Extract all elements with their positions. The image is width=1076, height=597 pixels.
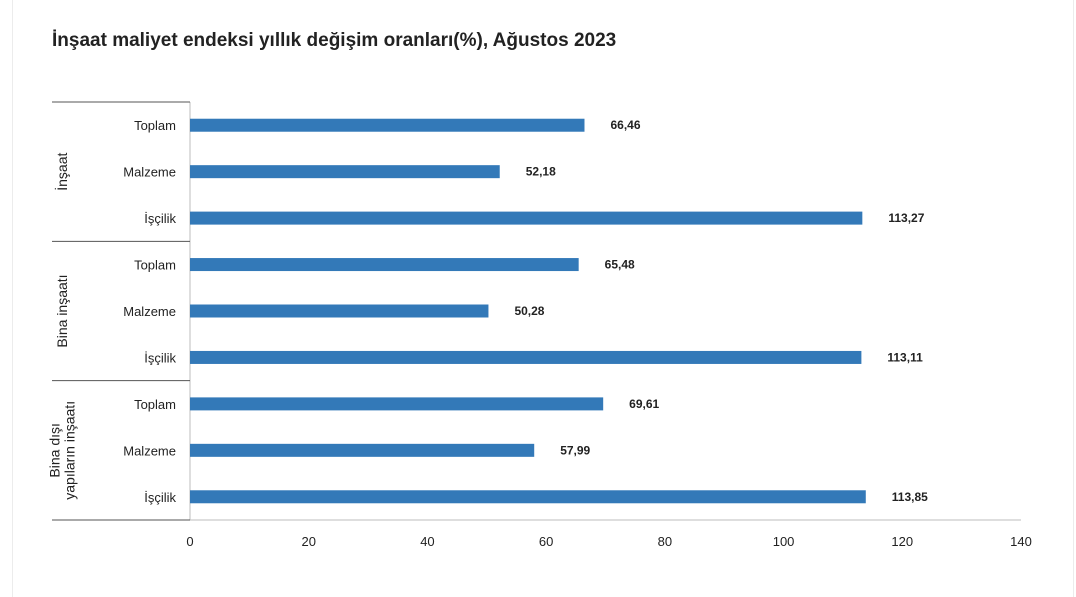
category-label: Malzeme [123, 304, 176, 319]
x-tick-label: 40 [420, 534, 434, 549]
bar [190, 350, 862, 364]
data-label: 69,61 [629, 397, 659, 411]
x-tick-label: 120 [891, 534, 913, 549]
category-label: Toplam [134, 258, 176, 273]
bar [190, 211, 863, 225]
x-tick-label: 140 [1010, 534, 1032, 549]
x-tick-label: 60 [539, 534, 553, 549]
group-label: Bina dışıyapıların inşaatı [47, 401, 78, 500]
bar [190, 443, 535, 457]
data-label: 57,99 [560, 443, 590, 457]
data-label: 113,27 [888, 211, 924, 225]
right-frame-line [1073, 0, 1074, 597]
bar [190, 118, 585, 132]
category-label: İşçilik [144, 350, 176, 365]
group-label: İnşaat [53, 152, 70, 190]
data-label: 50,28 [514, 304, 544, 318]
chart-title: İnşaat maliyet endeksi yıllık değişim or… [52, 30, 617, 51]
x-tick-label: 0 [186, 534, 193, 549]
category-label: Toplam [134, 118, 176, 133]
category-label: İşçilik [144, 211, 176, 226]
data-label: 113,85 [892, 490, 928, 504]
data-label: 113,11 [887, 350, 923, 364]
left-frame-line [12, 0, 13, 597]
bar [190, 165, 500, 179]
x-tick-label: 20 [301, 534, 315, 549]
bar [190, 490, 866, 504]
x-tick-label: 100 [773, 534, 795, 549]
category-label: İşçilik [144, 490, 176, 505]
data-label: 65,48 [605, 258, 635, 272]
group-label: Bina inşaatı [54, 274, 70, 347]
bar [190, 397, 604, 411]
bar [190, 304, 489, 318]
bar [190, 258, 579, 272]
data-label: 52,18 [526, 165, 556, 179]
category-label: Malzeme [123, 443, 176, 458]
data-label: 66,46 [610, 118, 640, 132]
category-label: Toplam [134, 397, 176, 412]
x-tick-label: 80 [658, 534, 672, 549]
category-label: Malzeme [123, 165, 176, 180]
